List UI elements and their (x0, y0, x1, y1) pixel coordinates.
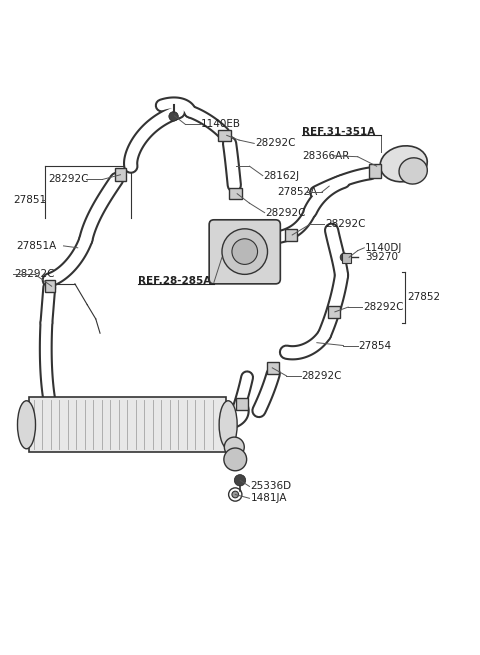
FancyBboxPatch shape (369, 164, 381, 178)
Ellipse shape (219, 401, 237, 449)
Circle shape (232, 491, 239, 498)
Circle shape (340, 253, 348, 261)
Ellipse shape (399, 158, 427, 184)
FancyBboxPatch shape (115, 168, 126, 181)
Circle shape (232, 239, 258, 265)
Text: REF.31-351A: REF.31-351A (301, 127, 375, 137)
Circle shape (169, 111, 179, 121)
Text: 39270: 39270 (365, 252, 398, 262)
Text: 28162J: 28162J (264, 171, 300, 181)
Text: 27852A: 27852A (277, 187, 317, 197)
Text: 27851: 27851 (13, 195, 47, 206)
Text: 28292C: 28292C (14, 269, 55, 280)
FancyBboxPatch shape (285, 229, 297, 241)
Ellipse shape (17, 401, 36, 449)
Text: 27851A: 27851A (16, 241, 56, 251)
FancyBboxPatch shape (45, 280, 56, 292)
Circle shape (228, 488, 242, 501)
FancyBboxPatch shape (228, 189, 242, 199)
Circle shape (222, 229, 267, 274)
Text: 28292C: 28292C (325, 219, 366, 229)
Text: REF.28-285A: REF.28-285A (138, 276, 211, 286)
Text: 28292C: 28292C (48, 174, 88, 185)
Text: 1140EB: 1140EB (201, 119, 241, 130)
Ellipse shape (380, 146, 427, 182)
Ellipse shape (224, 437, 244, 457)
Text: 1481JA: 1481JA (251, 493, 287, 503)
Text: 1140DJ: 1140DJ (365, 243, 403, 253)
Text: 28292C: 28292C (255, 138, 296, 149)
FancyBboxPatch shape (218, 130, 231, 141)
Text: 28292C: 28292C (265, 208, 306, 217)
FancyBboxPatch shape (342, 253, 351, 263)
Text: 28366AR: 28366AR (302, 151, 350, 160)
Text: 27854: 27854 (359, 341, 392, 350)
Circle shape (234, 475, 246, 486)
FancyBboxPatch shape (328, 306, 340, 318)
FancyBboxPatch shape (237, 398, 248, 410)
FancyBboxPatch shape (29, 398, 226, 452)
Circle shape (224, 448, 247, 471)
Text: 28292C: 28292C (301, 371, 342, 381)
Text: 27852: 27852 (407, 292, 440, 302)
Text: 28271B: 28271B (32, 438, 72, 447)
FancyBboxPatch shape (209, 220, 280, 284)
Text: 25336D: 25336D (251, 481, 291, 491)
Text: 28292C: 28292C (363, 302, 404, 312)
FancyBboxPatch shape (267, 362, 279, 374)
